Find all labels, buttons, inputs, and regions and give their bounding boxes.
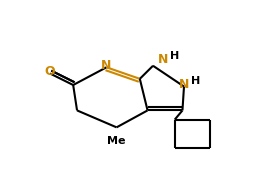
Text: N: N: [158, 53, 168, 66]
Text: Me: Me: [107, 136, 126, 146]
Text: O: O: [45, 65, 55, 78]
Text: H: H: [191, 76, 200, 86]
Text: H: H: [170, 51, 179, 61]
Text: N: N: [179, 79, 189, 91]
Text: N: N: [101, 59, 112, 72]
